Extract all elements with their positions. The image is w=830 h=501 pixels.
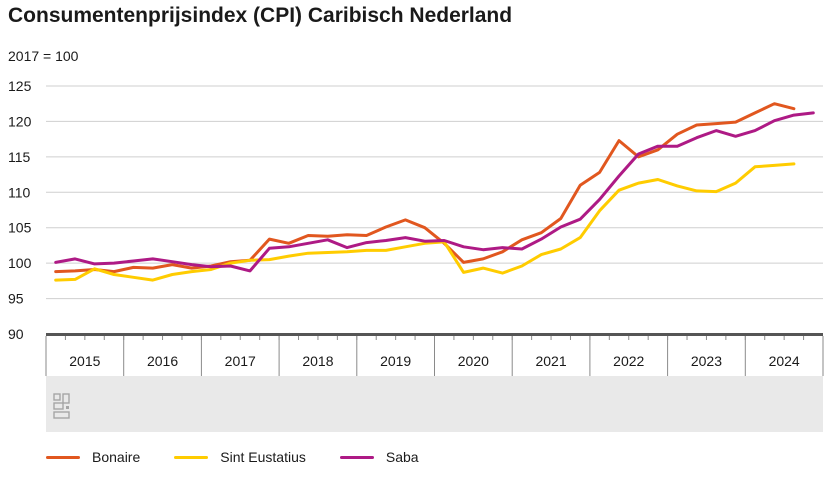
gridlines (46, 85, 823, 300)
y-tick-label: 100 (8, 255, 32, 271)
x-axis-line (46, 333, 823, 336)
chart-title: Consumentenprijsindex (CPI) Caribisch Ne… (8, 4, 513, 27)
legend-item-sint-eustatius: Sint Eustatius (174, 449, 306, 465)
x-tick-label: 2016 (147, 353, 178, 369)
series-line-saba (54, 111, 815, 273)
series-line-bonaire (54, 102, 796, 274)
y-axis-ticks: 90 95 100 105 110 115 120 125 (8, 78, 32, 342)
cbs-logo (53, 393, 70, 419)
y-tick-label: 95 (8, 291, 24, 307)
y-tick-label: 125 (8, 78, 32, 94)
y-tick-label: 115 (8, 149, 31, 165)
x-tick-label: 2020 (458, 353, 489, 369)
x-tick-label: 2022 (613, 353, 644, 369)
x-axis: 2015 2016 2017 2018 2019 2020 2021 2022 2023 2024 (45, 333, 824, 376)
series-lines (54, 102, 815, 282)
footer-band (46, 376, 823, 432)
y-tick-label: 110 (8, 184, 31, 200)
x-tick-label: 2018 (302, 353, 333, 369)
y-axis-unit-label: 2017 = 100 (8, 48, 79, 64)
x-tick-label: 2024 (769, 353, 800, 369)
legend-item-bonaire: Bonaire (46, 449, 140, 465)
x-tick-label: 2021 (535, 353, 566, 369)
legend-label-saba: Saba (385, 449, 419, 465)
x-tick-label: 2017 (225, 353, 256, 369)
legend-swatch-bonaire (46, 455, 80, 459)
x-tick-label: 2019 (380, 353, 411, 369)
legend-label-sint-eustatius: Sint Eustatius (220, 449, 306, 465)
y-tick-label: 120 (8, 113, 32, 129)
legend: Bonaire Sint Eustatius Saba (46, 449, 453, 465)
x-tick-label: 2015 (69, 353, 100, 369)
series-line-sint-eustatius (54, 162, 796, 282)
y-tick-label: 90 (8, 326, 24, 342)
legend-label-bonaire: Bonaire (92, 449, 141, 465)
y-tick-label: 105 (8, 220, 32, 236)
legend-item-saba: Saba (339, 449, 419, 465)
legend-swatch-saba (339, 455, 374, 459)
legend-swatch-sint-eustatius (174, 455, 209, 459)
x-tick-label: 2023 (691, 353, 722, 369)
